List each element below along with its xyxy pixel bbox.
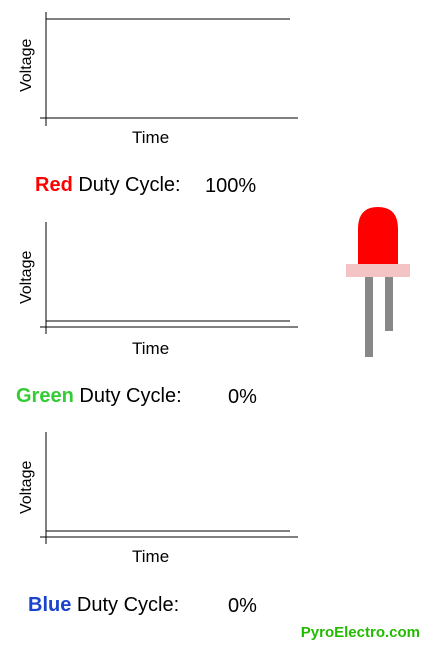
y-axis-label: Voltage xyxy=(18,250,35,304)
y-axis-label: Voltage xyxy=(18,38,35,92)
red-led-icon xyxy=(346,207,410,357)
green-word: Green xyxy=(16,385,74,407)
blue-voltage-plot xyxy=(40,432,298,544)
led-leg-long xyxy=(365,277,373,357)
led-bulb xyxy=(358,207,398,265)
blue-duty-cycle-value: 0% xyxy=(228,595,257,617)
blue-duty-cycle-label: Blue Duty Cycle: xyxy=(28,594,179,617)
red-voltage-plot xyxy=(40,12,298,126)
x-axis-label: Time xyxy=(132,339,170,358)
brand-text: PyroElectro.com xyxy=(300,624,420,641)
y-axis-label: Voltage xyxy=(18,460,35,514)
x-axis-label: Time xyxy=(132,128,170,147)
blue-word: Blue xyxy=(28,594,72,616)
green-voltage-graph: Voltage Time xyxy=(14,220,304,360)
led-base xyxy=(346,264,410,277)
x-axis-label: Time xyxy=(132,547,170,566)
led-leg-short xyxy=(385,277,393,331)
green-duty-cycle-value: 0% xyxy=(228,386,257,408)
red-voltage-graph: Voltage Time xyxy=(14,10,304,150)
duty-cycle-text: Duty Cycle: xyxy=(76,594,180,616)
blue-voltage-graph: Voltage Time xyxy=(14,430,304,570)
duty-cycle-text: Duty Cycle: xyxy=(79,385,182,407)
green-voltage-plot xyxy=(40,222,298,334)
red-duty-cycle-value: 100% xyxy=(205,175,257,197)
duty-cycle-text: Duty Cycle: xyxy=(78,174,181,196)
green-duty-cycle-label: Green Duty Cycle: xyxy=(16,385,182,408)
red-word: Red xyxy=(35,174,73,196)
red-duty-cycle-label: Red Duty Cycle: xyxy=(35,174,181,197)
